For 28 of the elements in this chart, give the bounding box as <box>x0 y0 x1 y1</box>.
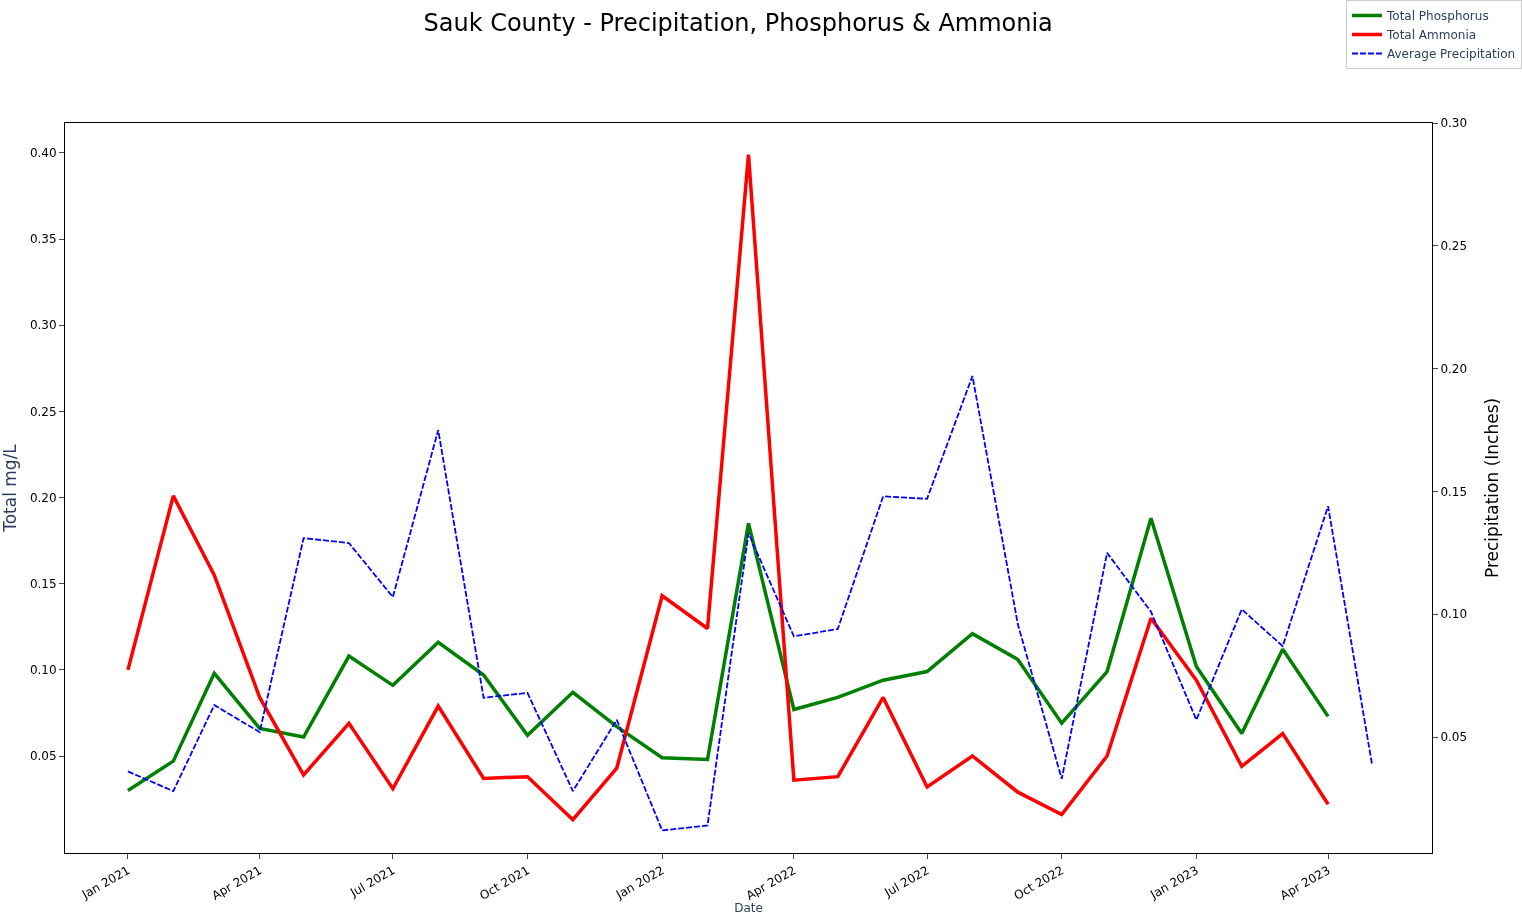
x-tick-label: Apr 2021 <box>209 863 265 903</box>
y-tick-label: 0.05 <box>29 749 57 764</box>
line-series <box>126 152 1330 822</box>
y2-tick-label: 0.30 <box>1440 116 1468 131</box>
line-series <box>126 516 1330 793</box>
chart-title: Sauk County - Precipitation, Phosphorus & Ammonia <box>423 8 1053 37</box>
y-tick-label: 0.10 <box>29 663 57 678</box>
y2-axis-title: Precipitation (Inches) <box>1482 397 1502 578</box>
y2-tick-label: 0.15 <box>1440 484 1468 499</box>
legend-label: Average Precipitation <box>1387 47 1516 62</box>
legend-label: Total Ammonia <box>1386 28 1477 43</box>
y2-tick-label: 0.05 <box>1440 730 1468 745</box>
x-axis-title: Date <box>734 901 763 915</box>
y-tick-label: 0.15 <box>29 576 57 591</box>
y-axis-title: Total mg/L <box>0 443 21 533</box>
x-tick-label: Oct 2021 <box>477 863 532 903</box>
y-tick-label: 0.40 <box>29 146 57 161</box>
y2-tick-label: 0.20 <box>1440 361 1468 376</box>
y-tick-label: 0.35 <box>29 232 57 247</box>
y2-tick-label: 0.25 <box>1440 239 1468 254</box>
y-tick-label: 0.20 <box>29 490 57 505</box>
legend-label: Total Phosphorus <box>1386 9 1489 24</box>
x-tick-label: Jan 2021 <box>78 863 133 903</box>
y-tick-label: 0.30 <box>29 318 57 333</box>
line-series <box>127 375 1373 832</box>
y2-tick-label: 0.10 <box>1440 607 1468 622</box>
x-tick-label: Jul 2021 <box>347 863 398 901</box>
y-tick-label: 0.25 <box>29 404 57 419</box>
